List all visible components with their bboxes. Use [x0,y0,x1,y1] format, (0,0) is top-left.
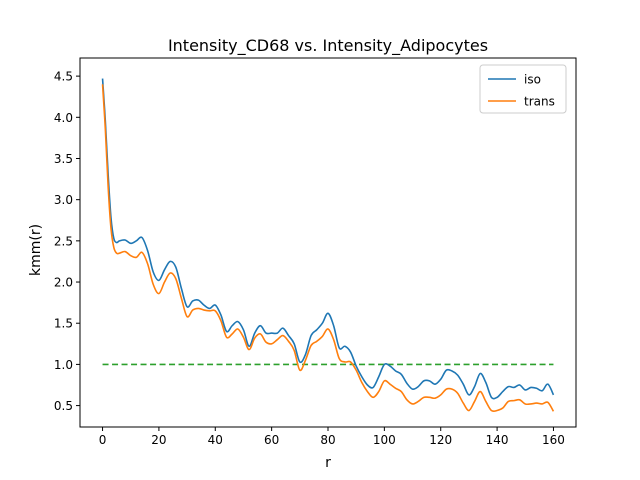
y-tick-label: 2.0 [54,276,73,290]
x-tick-label: 80 [320,433,335,447]
legend-label-iso: iso [524,73,541,87]
x-axis-label: r [325,455,331,471]
series-line-iso [101,78,555,400]
series-line-trans [101,84,555,413]
x-axis: 0 20 40 60 80 100 120 140 160 [99,427,565,447]
legend-label-trans: trans [524,95,555,109]
x-tick-label: 40 [208,433,223,447]
x-tick-label: 120 [429,433,452,447]
y-tick-label: 1.0 [54,358,73,372]
x-tick-label: 60 [264,433,279,447]
y-tick-label: 4.5 [54,70,73,84]
legend: iso trans [479,64,567,114]
y-tick-label: 0.5 [54,399,73,413]
x-tick-label: 140 [486,433,509,447]
x-tick-label: 20 [151,433,166,447]
y-tick-label: 2.5 [54,234,73,248]
x-tick-label: 160 [542,433,565,447]
chart-title: Intensity_CD68 vs. Intensity_Adipocytes [168,36,488,56]
y-axis-label: kmm(r) [28,224,44,276]
y-tick-label: 1.5 [54,317,73,331]
y-tick-label: 4.0 [54,111,73,125]
y-tick-label: 3.5 [54,152,73,166]
x-tick-label: 100 [373,433,396,447]
y-tick-label: 3.0 [54,193,73,207]
x-tick-label: 0 [99,433,107,447]
y-axis: 0.5 1.0 1.5 2.0 2.5 3.0 3.5 4.0 4.5 [54,70,80,413]
